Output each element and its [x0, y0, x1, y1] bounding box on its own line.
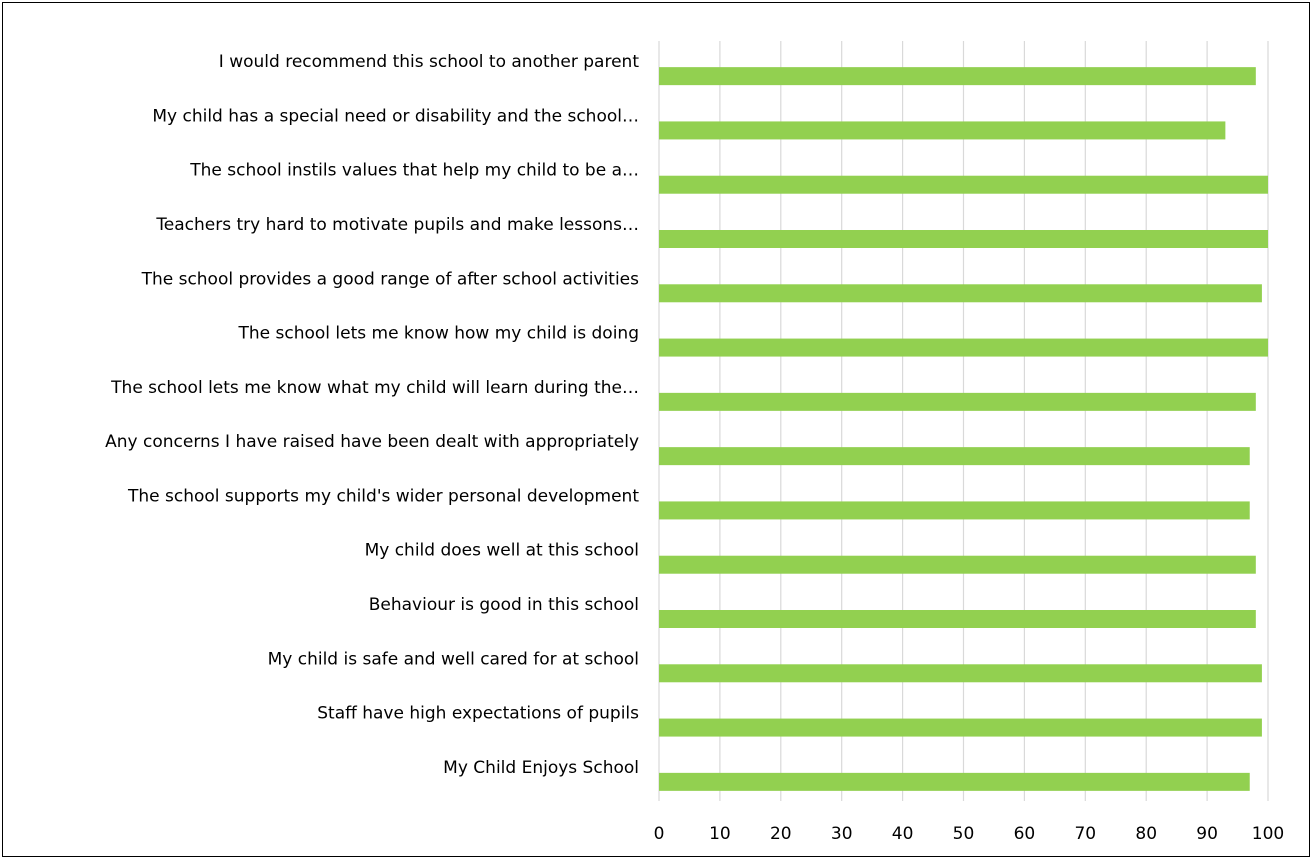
category-label: Any concerns I have raised have been dea… [105, 432, 639, 452]
bars [659, 67, 1268, 791]
x-tick-label: 0 [654, 824, 665, 844]
category-label: Teachers try hard to motivate pupils and… [155, 215, 639, 235]
bar [659, 392, 1256, 411]
category-label: The school supports my child's wider per… [127, 486, 639, 506]
x-tick-label: 80 [1135, 824, 1157, 844]
category-label: Behaviour is good in this school [369, 595, 639, 615]
bar [659, 121, 1226, 140]
gridlines [658, 41, 1269, 801]
category-label: The school provides a good range of afte… [141, 269, 640, 289]
x-tick-label: 90 [1196, 824, 1218, 844]
x-tick-label: 60 [1014, 824, 1036, 844]
bar [659, 664, 1262, 683]
category-label: Staff have high expectations of pupils [317, 704, 639, 724]
x-tick-label: 100 [1252, 824, 1284, 844]
bar [659, 610, 1256, 628]
category-label: My child has a special need or disabilit… [152, 106, 639, 126]
bar [659, 230, 1268, 248]
x-tick-label: 70 [1074, 824, 1096, 844]
category-label: My Child Enjoys School [443, 758, 639, 778]
category-labels: I would recommend this school to another… [105, 52, 639, 778]
bar [659, 772, 1250, 791]
bar [659, 67, 1256, 86]
x-tick-label: 40 [892, 824, 914, 844]
bar [659, 338, 1268, 357]
bar [659, 284, 1262, 303]
category-label: The school lets me know how my child is … [237, 324, 639, 344]
bar [659, 718, 1262, 737]
bar-chart: I would recommend this school to another… [105, 41, 1285, 844]
bar [659, 501, 1250, 520]
bar [659, 447, 1250, 466]
x-tick-label: 10 [709, 824, 731, 844]
category-label: My child is safe and well cared for at s… [268, 649, 639, 669]
bar [659, 175, 1268, 194]
x-tick-label: 50 [953, 824, 975, 844]
category-label: I would recommend this school to another… [219, 52, 640, 72]
x-tick-label: 20 [770, 824, 792, 844]
x-axis-ticks: 0 10 20 30 40 50 60 70 80 90 100 [654, 824, 1285, 844]
x-tick-label: 30 [831, 824, 853, 844]
bar [659, 555, 1256, 574]
category-label: The school instils values that help my c… [189, 161, 639, 181]
category-label: The school lets me know what my child wi… [110, 378, 639, 398]
category-label: My child does well at this school [365, 541, 639, 561]
